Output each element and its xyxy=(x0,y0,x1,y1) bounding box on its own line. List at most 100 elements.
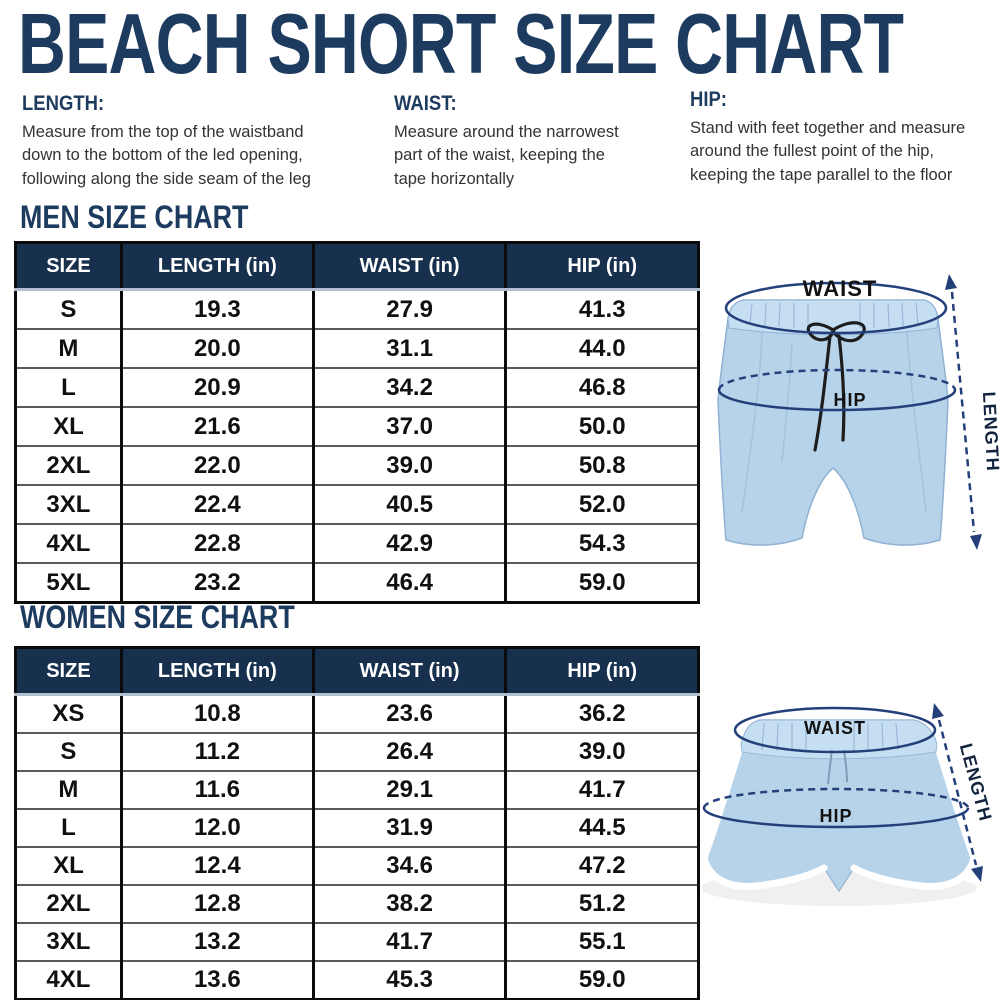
size-cell: 2XL xyxy=(15,884,122,923)
women-hip-label: HIP xyxy=(819,806,852,826)
men-table-header-row: SIZE LENGTH (in) WAIST (in) HIP (in) xyxy=(15,242,699,291)
value-cell: 39.0 xyxy=(311,445,506,485)
length-instruction-label: LENGTH: xyxy=(22,92,105,115)
table-row: M 11.6 29.1 41.7 xyxy=(15,770,699,809)
value-cell: 41.7 xyxy=(311,922,506,961)
value-cell: 34.2 xyxy=(311,367,506,407)
men-length-arrowhead-top xyxy=(945,274,957,290)
length-instruction: LENGTH: Measure from the top of the wais… xyxy=(22,92,362,191)
value-cell: 11.2 xyxy=(119,732,314,771)
column-header: SIZE xyxy=(15,242,122,291)
men-hip-measure-back xyxy=(717,368,957,391)
men-waistband-pleats xyxy=(749,302,919,328)
value-cell: 22.8 xyxy=(119,523,314,563)
women-drawstring xyxy=(827,749,848,785)
value-cell: 44.0 xyxy=(504,328,699,368)
value-cell: 50.8 xyxy=(504,445,699,485)
table-row: 2XL 12.8 38.2 51.2 xyxy=(15,884,699,923)
value-cell: 50.0 xyxy=(504,406,699,446)
men-waist-measure-ellipse xyxy=(724,281,948,335)
value-cell: 42.9 xyxy=(311,523,506,563)
value-cell: 12.0 xyxy=(119,808,314,847)
waist-instruction-text: Measure around the narrowest part of the… xyxy=(394,123,619,188)
size-cell: 3XL xyxy=(15,484,122,524)
waist-instruction: WAIST: Measure around the narrowest part… xyxy=(394,92,684,191)
men-hip-label: HIP xyxy=(833,390,866,410)
waist-instruction-label: WAIST: xyxy=(394,92,457,115)
value-cell: 47.2 xyxy=(504,846,699,885)
size-cell: S xyxy=(15,732,122,771)
men-length-label: LENGTH xyxy=(979,391,1000,472)
value-cell: 22.4 xyxy=(119,484,314,524)
men-waist-label: WAIST xyxy=(803,276,878,301)
column-header: SIZE xyxy=(15,647,122,696)
women-shorts-diagram: WAIST HIP LENGTH xyxy=(702,688,1000,1000)
value-cell: 34.6 xyxy=(311,846,506,885)
value-cell: 45.3 xyxy=(311,960,506,1000)
value-cell: 51.2 xyxy=(504,884,699,923)
women-length-arrowhead-top xyxy=(932,703,944,719)
size-cell: 5XL xyxy=(15,562,122,603)
women-table-header-row: SIZE LENGTH (in) WAIST (in) HIP (in) xyxy=(15,647,699,696)
size-cell: M xyxy=(15,328,122,368)
size-cell: 2XL xyxy=(15,445,122,485)
table-row: M 20.0 31.1 44.0 xyxy=(15,328,699,368)
men-length-arrowhead-bottom xyxy=(970,534,982,550)
women-waistband-pleats xyxy=(761,722,899,752)
women-shorts-trim-left xyxy=(702,740,828,890)
size-cell: XL xyxy=(15,846,122,885)
column-header: HIP (in) xyxy=(504,242,699,291)
table-row: 4XL 22.8 42.9 54.3 xyxy=(15,523,699,563)
men-hip-measure-front xyxy=(717,389,957,412)
women-length-arrowhead-bottom xyxy=(971,866,983,882)
women-waist-measure-ellipse xyxy=(733,706,937,754)
value-cell: 54.3 xyxy=(504,523,699,563)
value-cell: 19.3 xyxy=(119,288,314,329)
table-row: XL 21.6 37.0 50.0 xyxy=(15,406,699,446)
women-size-table: SIZE LENGTH (in) WAIST (in) HIP (in) XS 10.8… xyxy=(14,646,700,1000)
value-cell: 41.7 xyxy=(504,770,699,809)
size-cell: 4XL xyxy=(15,523,122,563)
women-length-arrow-shaft xyxy=(937,719,978,866)
page-title: BEACH SHORT SIZE CHART xyxy=(18,0,904,92)
value-cell: 13.2 xyxy=(119,922,314,961)
women-hip-measure-back xyxy=(702,787,970,809)
hip-instruction-text: Stand with feet together and measure aro… xyxy=(690,119,966,184)
women-chart-heading: WOMEN SIZE CHART xyxy=(20,599,295,635)
value-cell: 23.6 xyxy=(311,693,506,733)
value-cell: 46.4 xyxy=(311,562,506,603)
table-row: S 19.3 27.9 41.3 xyxy=(15,288,699,329)
table-row: XL 12.4 34.6 47.2 xyxy=(15,846,699,885)
column-header: HIP (in) xyxy=(504,647,699,696)
women-waist-label: WAIST xyxy=(804,718,866,738)
value-cell: 36.2 xyxy=(504,693,699,733)
men-size-table: SIZE LENGTH (in) WAIST (in) HIP (in) S 19.3 2… xyxy=(14,241,700,604)
men-shorts-body xyxy=(717,299,949,546)
column-header: WAIST (in) xyxy=(311,647,506,696)
value-cell: 26.4 xyxy=(311,732,506,771)
men-shorts-illustration: WAIST HIP LENGTH xyxy=(717,274,1000,550)
table-row: 3XL 22.4 40.5 52.0 xyxy=(15,484,699,524)
column-header: LENGTH (in) xyxy=(119,242,314,291)
size-cell: S xyxy=(15,288,122,329)
value-cell: 12.4 xyxy=(119,846,314,885)
value-cell: 37.0 xyxy=(311,406,506,446)
value-cell: 22.0 xyxy=(119,445,314,485)
value-cell: 20.9 xyxy=(119,367,314,407)
women-shorts-trim-right xyxy=(850,740,978,890)
men-length-arrow-shaft xyxy=(950,291,976,533)
size-cell: XS xyxy=(15,693,122,733)
size-cell: 3XL xyxy=(15,922,122,961)
value-cell: 44.5 xyxy=(504,808,699,847)
value-cell: 10.8 xyxy=(119,693,314,733)
size-cell: M xyxy=(15,770,122,809)
value-cell: 23.2 xyxy=(119,562,314,603)
value-cell: 41.3 xyxy=(504,288,699,329)
value-cell: 31.1 xyxy=(311,328,506,368)
men-shorts-waistband xyxy=(727,299,939,336)
men-drawstring xyxy=(806,321,866,452)
value-cell: 52.0 xyxy=(504,484,699,524)
table-row: 3XL 13.2 41.7 55.1 xyxy=(15,922,699,961)
value-cell: 20.0 xyxy=(119,328,314,368)
